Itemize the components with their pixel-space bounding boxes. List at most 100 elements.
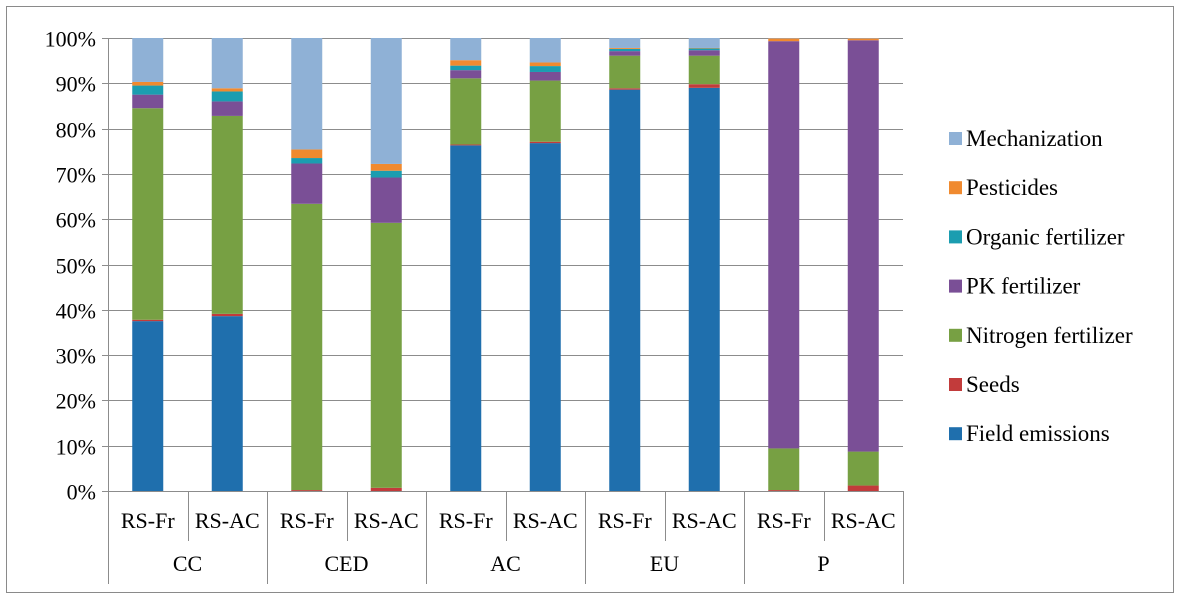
bar-segment — [689, 38, 720, 48]
x-tick-label: RS-Fr — [280, 508, 334, 533]
bar-segment — [530, 142, 561, 143]
bar-segment — [689, 84, 720, 88]
y-tick-label: 90% — [56, 72, 96, 97]
legend-item: Organic fertilizer — [949, 224, 1125, 249]
y-tick-label: 30% — [56, 344, 96, 369]
bar-segment — [371, 171, 402, 178]
bar-segment — [848, 486, 879, 491]
legend-label: Organic fertilizer — [966, 224, 1125, 249]
legend-item: Field emissions — [949, 421, 1110, 446]
bar-segment — [132, 38, 163, 82]
bar-segment — [291, 490, 322, 491]
legend-label: Nitrogen fertilizer — [966, 323, 1133, 348]
bar-segment — [291, 163, 322, 203]
x-tick-label: RS-Fr — [598, 508, 652, 533]
bar-segment — [609, 51, 640, 56]
legend-label: PK fertilizer — [966, 274, 1081, 299]
bar-segment — [132, 82, 163, 86]
bar-segment — [291, 204, 322, 490]
legend-swatch — [949, 378, 962, 391]
bar-segment — [212, 101, 243, 115]
bar-segment — [212, 314, 243, 316]
bar-segment — [212, 91, 243, 101]
bar-segment — [609, 88, 640, 89]
bar-segment — [689, 56, 720, 85]
bar-segment — [212, 116, 243, 314]
legend-item: Nitrogen fertilizer — [949, 323, 1133, 348]
bar-segment — [371, 223, 402, 488]
legend-swatch — [949, 230, 962, 243]
bar-segment — [609, 38, 640, 48]
bar-segment — [132, 321, 163, 491]
bar-segment — [768, 38, 799, 41]
y-tick-label: 40% — [56, 299, 96, 324]
bar-segment — [689, 48, 720, 50]
bar-segment — [212, 88, 243, 91]
y-tick-label: 100% — [45, 27, 96, 52]
bar-segment — [132, 320, 163, 321]
bar-segment — [371, 178, 402, 223]
x-tick-label: RS-AC — [831, 508, 896, 533]
legend-label: Pesticides — [966, 175, 1058, 200]
bar-segment — [530, 81, 561, 142]
bar-segment — [450, 78, 481, 144]
bar-segment — [530, 38, 561, 62]
bar-segment — [450, 66, 481, 71]
bar-segment — [450, 38, 481, 60]
legend-item: Pesticides — [949, 175, 1058, 200]
bar-segment — [291, 149, 322, 158]
bar-segment — [609, 56, 640, 89]
bar-segment — [371, 488, 402, 491]
bar-segment — [848, 38, 879, 40]
legend-item: PK fertilizer — [949, 274, 1081, 299]
bar-segment — [291, 158, 322, 163]
y-tick-label: 0% — [67, 480, 96, 505]
bar-segment — [609, 90, 640, 491]
legend-item: Mechanization — [949, 126, 1103, 151]
legend-swatch — [949, 181, 962, 194]
legend-swatch — [949, 329, 962, 342]
group-label: P — [817, 551, 829, 576]
bar-segment — [530, 66, 561, 72]
x-tick-label: RS-Fr — [439, 508, 493, 533]
y-tick-label: 60% — [56, 208, 96, 233]
group-label: CED — [325, 551, 369, 576]
x-tick-label: RS-AC — [354, 508, 419, 533]
y-tick-label: 10% — [56, 435, 96, 460]
bar-segment — [132, 108, 163, 320]
bar-segment — [609, 49, 640, 51]
bar-segment — [530, 72, 561, 81]
bar-segment — [768, 41, 799, 448]
x-tick-label: RS-Fr — [121, 508, 175, 533]
bar-segment — [212, 316, 243, 491]
legend-swatch — [949, 132, 962, 145]
bar-segment — [450, 70, 481, 78]
legend-label: Seeds — [966, 372, 1020, 397]
x-tick-label: RS-AC — [513, 508, 578, 533]
bar-segment — [848, 452, 879, 486]
legend-label: Mechanization — [966, 126, 1103, 151]
x-tick-label: RS-AC — [195, 508, 260, 533]
chart-frame — [7, 7, 1174, 593]
bar-segment — [530, 143, 561, 491]
y-tick-label: 20% — [56, 389, 96, 414]
bar-segment — [450, 144, 481, 145]
bar-segment — [212, 38, 243, 88]
bar-segment — [689, 50, 720, 55]
bar-segment — [768, 490, 799, 491]
y-tick-label: 50% — [56, 254, 96, 279]
legend-swatch — [949, 427, 962, 440]
group-label: AC — [490, 551, 521, 576]
y-tick-label: 70% — [56, 163, 96, 188]
y-tick-label: 80% — [56, 118, 96, 143]
bar-segment — [291, 38, 322, 149]
x-tick-label: RS-AC — [672, 508, 737, 533]
group-label: EU — [650, 551, 679, 576]
bar-segment — [132, 86, 163, 95]
bar-segment — [371, 38, 402, 164]
x-tick-label: RS-Fr — [757, 508, 811, 533]
bar-segment — [768, 448, 799, 490]
legend-label: Field emissions — [966, 421, 1110, 446]
